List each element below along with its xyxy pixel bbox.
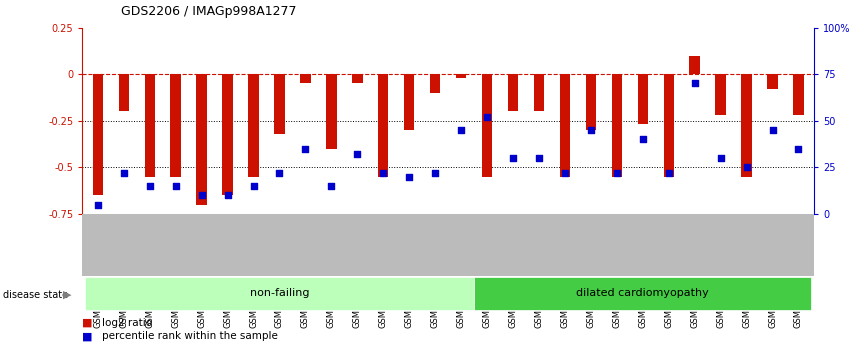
Text: percentile rank within the sample: percentile rank within the sample <box>102 332 278 341</box>
Point <box>584 127 598 133</box>
Point <box>91 202 105 207</box>
Point <box>688 81 701 86</box>
Text: GDS2206 / IMAGp998A1277: GDS2206 / IMAGp998A1277 <box>121 5 297 18</box>
Point <box>792 146 805 151</box>
Point <box>377 170 391 176</box>
Point <box>662 170 675 176</box>
Text: ■: ■ <box>82 318 93 327</box>
Bar <box>585 74 596 130</box>
Bar <box>430 74 441 93</box>
Point <box>506 155 520 161</box>
Bar <box>689 56 700 74</box>
Bar <box>481 74 492 177</box>
Bar <box>715 74 726 115</box>
Bar <box>378 74 389 177</box>
Point <box>766 127 779 133</box>
Bar <box>611 74 622 177</box>
Bar <box>223 74 233 195</box>
Point <box>117 170 131 176</box>
Point <box>325 183 339 189</box>
Bar <box>352 74 363 83</box>
Bar <box>93 74 103 195</box>
Bar <box>637 74 648 125</box>
Bar <box>197 74 207 205</box>
Text: disease state: disease state <box>3 290 68 300</box>
Bar <box>145 74 155 177</box>
Text: log2 ratio: log2 ratio <box>102 318 152 327</box>
Point <box>714 155 727 161</box>
Bar <box>507 74 518 111</box>
Bar <box>404 74 415 130</box>
Bar <box>301 74 311 83</box>
Point <box>558 170 572 176</box>
Bar <box>456 74 466 78</box>
Point <box>636 137 650 142</box>
Point <box>351 151 365 157</box>
Point <box>610 170 624 176</box>
Bar <box>249 74 259 177</box>
Point <box>143 183 157 189</box>
Bar <box>326 74 337 149</box>
Bar <box>119 74 129 111</box>
Bar <box>793 74 804 115</box>
Text: ■: ■ <box>82 332 93 341</box>
Bar <box>85 277 474 310</box>
Point <box>195 193 209 198</box>
Point <box>429 170 443 176</box>
Point <box>273 170 287 176</box>
Text: non-failing: non-failing <box>249 288 309 298</box>
Text: dilated cardiomyopathy: dilated cardiomyopathy <box>577 288 709 298</box>
Bar <box>275 74 285 134</box>
Bar <box>474 277 811 310</box>
Point <box>247 183 261 189</box>
Text: ▶: ▶ <box>63 290 72 300</box>
Point <box>532 155 546 161</box>
Bar <box>741 74 752 177</box>
Bar <box>533 74 544 111</box>
Bar <box>663 74 674 177</box>
Point <box>480 114 494 120</box>
Point <box>299 146 313 151</box>
Point <box>169 183 183 189</box>
Bar <box>171 74 181 177</box>
Bar <box>559 74 570 177</box>
Point <box>454 127 468 133</box>
Point <box>403 174 417 179</box>
Bar <box>767 74 778 89</box>
Point <box>221 193 235 198</box>
Point <box>740 165 753 170</box>
